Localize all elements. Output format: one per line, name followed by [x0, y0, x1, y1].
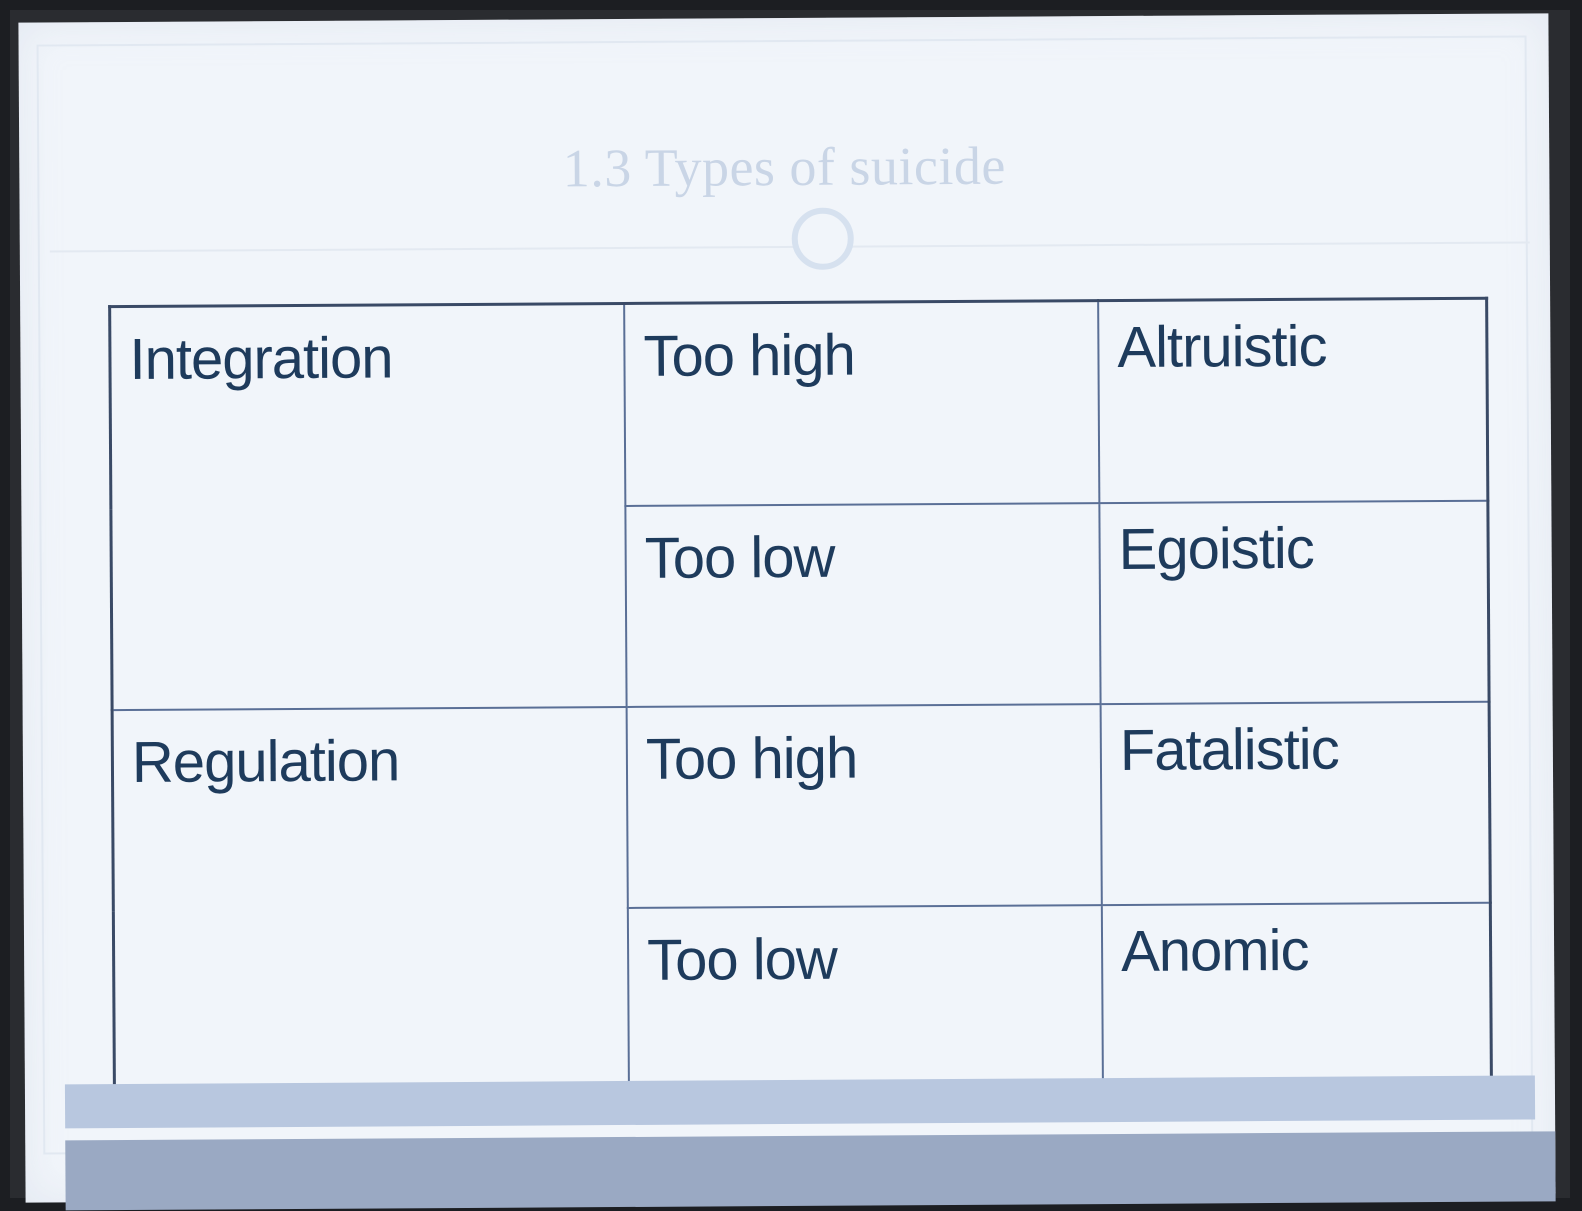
- dimension-cell-integration: Integration: [109, 303, 627, 711]
- type-label: Egoistic: [1118, 515, 1314, 582]
- table-row: Integration Too high Altruistic: [109, 298, 1488, 711]
- level-cell: Too low: [625, 502, 1101, 707]
- level-label: Too high: [643, 322, 855, 389]
- type-label: Anomic: [1120, 917, 1309, 985]
- footer-bar: [64, 1075, 1536, 1129]
- level-cell: Too high: [624, 300, 1100, 506]
- level-label: Too high: [645, 725, 858, 792]
- dimension-cell-regulation: Regulation: [112, 706, 630, 1114]
- slide-title: 1.3 Types of suicide: [562, 135, 1007, 199]
- dimension-label: Integration: [129, 325, 393, 393]
- footer-band: [65, 1131, 1556, 1211]
- type-cell: Altruistic: [1098, 298, 1488, 503]
- level-label: Too low: [644, 524, 835, 591]
- slide: 1.3 Types of suicide Integration Too hig…: [18, 13, 1556, 1211]
- type-cell: Fatalistic: [1100, 701, 1491, 906]
- table-row: Regulation Too high Fatalistic: [112, 701, 1491, 1114]
- projection-screen: 1.3 Types of suicide Integration Too hig…: [10, 10, 1570, 1211]
- type-label: Fatalistic: [1119, 716, 1339, 783]
- level-label: Too low: [646, 926, 838, 994]
- type-cell: Egoistic: [1099, 500, 1490, 705]
- dimension-label: Regulation: [131, 728, 400, 795]
- suicide-types-table: Integration Too high Altruistic Too low …: [108, 296, 1494, 1116]
- type-label: Altruistic: [1117, 313, 1327, 380]
- title-divider-circle-icon: [791, 207, 854, 270]
- level-cell: Too high: [626, 704, 1102, 909]
